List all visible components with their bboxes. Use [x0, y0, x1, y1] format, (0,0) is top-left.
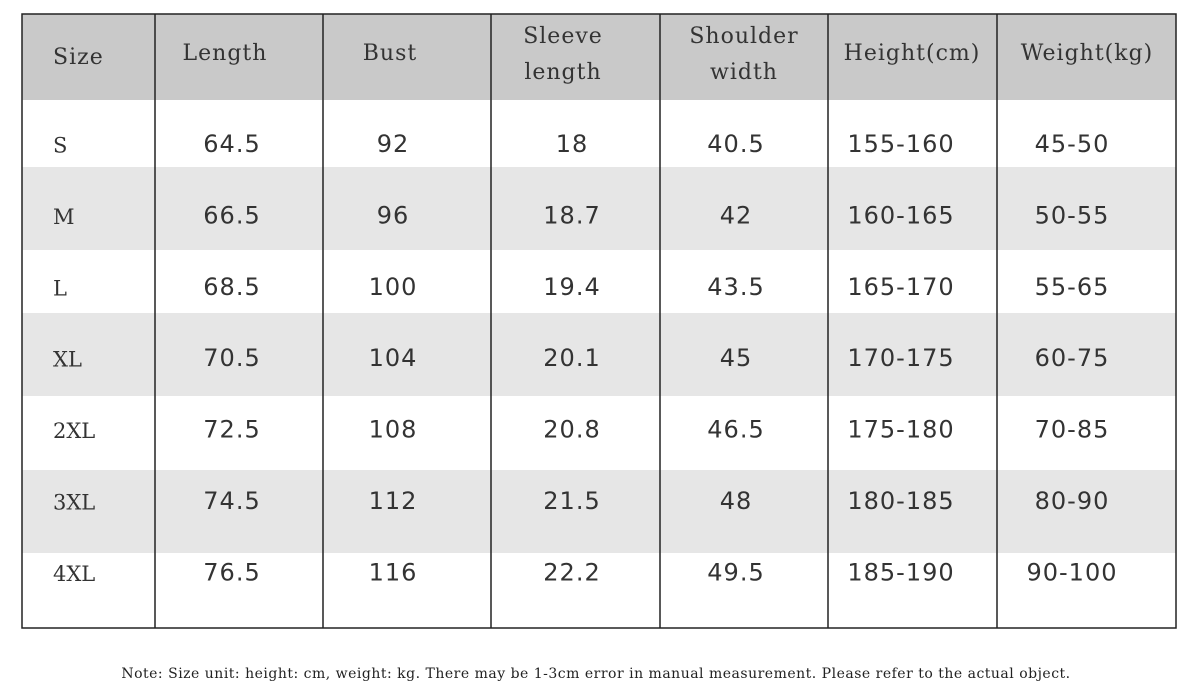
table-border — [21, 13, 1177, 629]
table-cell: 108 — [369, 416, 418, 444]
table-cell: 74.5 — [203, 487, 260, 515]
table-cell: 48 — [720, 487, 753, 515]
table-cell: 18.7 — [543, 201, 600, 229]
table-cell: 160-165 — [847, 201, 954, 229]
table-cell: 72.5 — [203, 416, 260, 444]
table-background — [22, 14, 1176, 553]
table-cell: 20.8 — [543, 416, 600, 444]
table-cell: 68.5 — [203, 273, 260, 301]
table-cell: 40.5 — [707, 130, 764, 158]
size-cell: 4XL — [53, 562, 95, 586]
table-cell: 80-90 — [1035, 487, 1110, 515]
table-cell: 49.5 — [707, 558, 764, 586]
table-cell: 180-185 — [847, 487, 954, 515]
header-cell: Length — [183, 41, 268, 66]
table-cell: 96 — [377, 201, 410, 229]
table-cell: 22.2 — [543, 558, 600, 586]
table-cell: 64.5 — [203, 130, 260, 158]
header-band — [22, 14, 1176, 100]
table-cell: 155-160 — [847, 130, 954, 158]
row-band — [22, 470, 1176, 553]
header-cell: Weight(kg) — [1021, 41, 1154, 66]
header-cell: Size — [53, 45, 104, 70]
size-cell: M — [53, 205, 75, 229]
header-cell: Sleeve length — [523, 24, 603, 85]
table-cell: 70-85 — [1035, 416, 1110, 444]
table-cell: 116 — [369, 558, 418, 586]
row-band — [22, 167, 1176, 250]
row-band — [22, 313, 1176, 396]
size-cell: XL — [53, 348, 82, 372]
table-cell: 70.5 — [203, 344, 260, 372]
table-cell: 90-100 — [1026, 558, 1117, 586]
table-cell: 100 — [369, 273, 418, 301]
size-cell: 2XL — [53, 419, 95, 443]
header-cell: Height(cm) — [844, 41, 981, 66]
table-cell: 92 — [377, 130, 410, 158]
table-cell: 165-170 — [847, 273, 954, 301]
table-cell: 76.5 — [203, 558, 260, 586]
table-cell: 45-50 — [1035, 130, 1110, 158]
size-cell: 3XL — [53, 491, 95, 515]
table-cell: 46.5 — [707, 416, 764, 444]
table-cell: 175-180 — [847, 416, 954, 444]
table-cell: 104 — [369, 344, 418, 372]
note: Note: Size unit: height: cm, weight: kg.… — [121, 666, 1070, 682]
header-cell: Bust — [363, 41, 417, 66]
size-cell: S — [53, 134, 67, 158]
header-cell: Shoulder width — [689, 24, 798, 85]
table-cell: 55-65 — [1035, 273, 1110, 301]
table-cell: 43.5 — [707, 273, 764, 301]
table-cell: 42 — [720, 201, 753, 229]
table-cell: 60-75 — [1035, 344, 1110, 372]
size-cell: L — [53, 276, 67, 300]
table-cell: 66.5 — [203, 201, 260, 229]
table-cell: 50-55 — [1035, 201, 1110, 229]
table-cell: 19.4 — [543, 273, 600, 301]
table-cell: 20.1 — [543, 344, 600, 372]
table-cell: 18 — [556, 130, 589, 158]
table-lines — [21, 13, 1177, 629]
table-cell: 112 — [369, 487, 418, 515]
table-cell: 45 — [720, 344, 753, 372]
table-cell: 185-190 — [847, 558, 954, 586]
table-cell: 170-175 — [847, 344, 954, 372]
table-cell: 21.5 — [543, 487, 600, 515]
